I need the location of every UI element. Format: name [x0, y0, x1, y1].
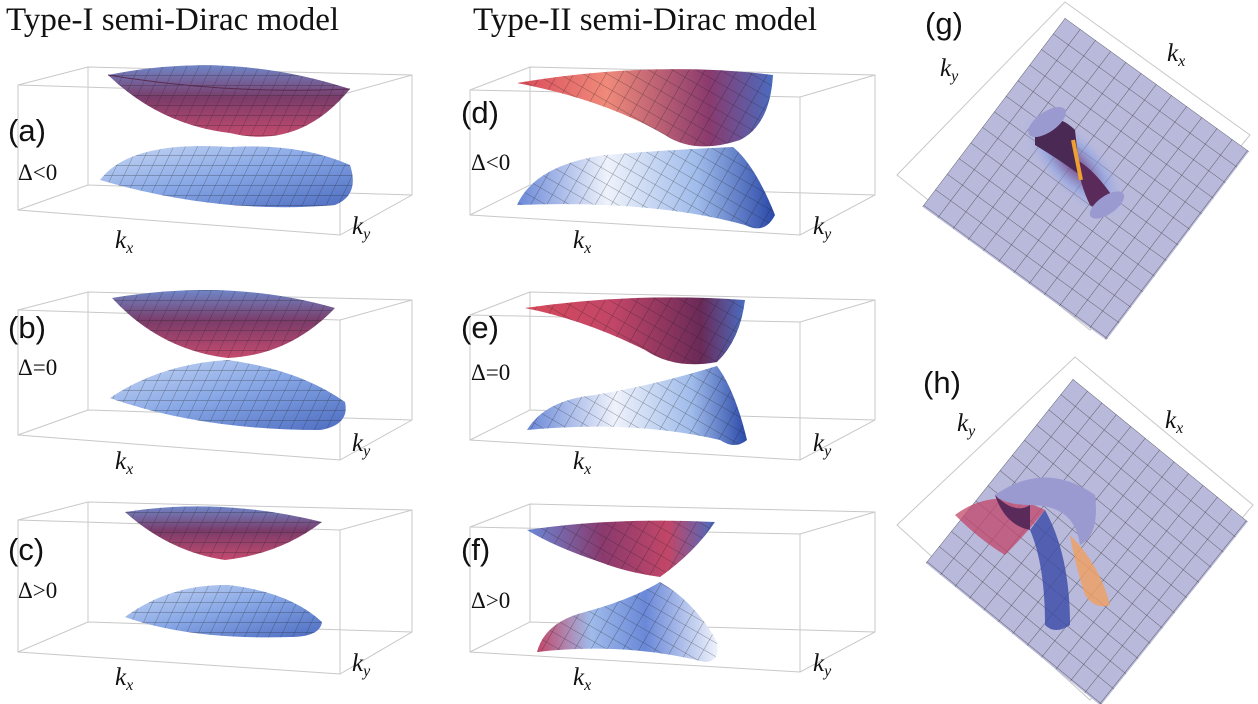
panel-label: (d)	[461, 95, 499, 130]
gap-condition: Δ<0	[471, 150, 511, 175]
vortex-feature	[955, 477, 1110, 630]
bounding-box	[896, 1, 1251, 331]
panel-h: (h) ky kx	[895, 355, 1255, 704]
panel-a-plot	[17, 65, 413, 236]
panel-c-plot	[17, 501, 413, 675]
ky-axis-label: ky	[813, 650, 832, 680]
ky-axis-label: ky	[940, 55, 959, 85]
vortex-feature	[1021, 106, 1129, 219]
panel-b-plot	[17, 290, 413, 461]
panel-e-plot	[469, 291, 876, 461]
gap-condition: Δ>0	[471, 588, 511, 613]
lower-band	[125, 584, 322, 638]
upper-band	[125, 506, 322, 560]
kx-axis-label: kx	[573, 664, 592, 694]
panel-label: (e)	[461, 310, 499, 345]
upper-band	[107, 65, 351, 137]
lower-band	[527, 366, 747, 445]
surface-plane	[925, 379, 1248, 704]
ky-axis-label: ky	[352, 213, 371, 243]
kx-axis-label: kx	[573, 448, 592, 478]
panel-g: (g) ky kx	[895, 0, 1255, 350]
upper-band	[525, 297, 745, 365]
bounding-box	[17, 291, 413, 461]
panel-h-plot	[896, 356, 1254, 704]
gap-condition: Δ<0	[18, 160, 58, 185]
bounding-box	[896, 356, 1254, 701]
upper-band	[527, 520, 715, 577]
panel-label: (h)	[923, 365, 961, 400]
type1-title: Type-I semi-Dirac model	[6, 2, 340, 38]
panel-label: (f)	[461, 532, 491, 567]
gap-condition: Δ=0	[471, 360, 511, 385]
kx-axis-label: kx	[1167, 40, 1186, 70]
gap-condition: Δ>0	[18, 578, 58, 603]
panel-d-plot	[469, 66, 876, 236]
ky-axis-label: ky	[813, 213, 832, 243]
kx-axis-label: kx	[115, 448, 134, 478]
panel-b: (b) Δ=0 kx ky	[0, 280, 420, 485]
bounding-box	[469, 291, 876, 461]
kx-axis-label: kx	[115, 664, 134, 694]
panel-label: (c)	[8, 532, 45, 567]
gap-condition: Δ=0	[18, 355, 58, 380]
type2-title: Type-II semi-Dirac model	[473, 2, 818, 38]
upper-band	[112, 290, 335, 358]
ky-axis-label: ky	[352, 650, 371, 680]
panel-c: (c) Δ>0 kx ky	[0, 492, 420, 702]
panel-e: (e) Δ=0 kx ky	[455, 280, 885, 485]
kx-axis-label: kx	[573, 227, 592, 257]
lower-band	[110, 360, 346, 430]
panel-a: (a) Δ<0 kx ky	[0, 55, 420, 270]
lower-band	[100, 145, 353, 208]
ky-axis-label: ky	[352, 430, 371, 460]
panel-d: (d) Δ<0 kx ky	[455, 55, 885, 270]
ky-axis-label: ky	[957, 410, 976, 440]
bounding-box	[17, 501, 413, 675]
kx-axis-label: kx	[1165, 407, 1184, 437]
panel-f-plot	[469, 503, 876, 673]
ky-axis-label: ky	[813, 430, 832, 460]
bounding-box	[469, 66, 876, 236]
upper-band	[517, 69, 773, 147]
panel-f: (f) Δ>0 kx ky	[455, 492, 885, 702]
panel-g-plot	[896, 1, 1251, 340]
bounding-box	[469, 503, 876, 673]
panel-label: (b)	[8, 310, 46, 345]
panel-label: (a)	[8, 113, 46, 148]
lower-band	[517, 147, 775, 229]
kx-axis-label: kx	[115, 227, 134, 257]
panel-label: (g)	[925, 6, 963, 41]
lower-band	[537, 582, 718, 662]
